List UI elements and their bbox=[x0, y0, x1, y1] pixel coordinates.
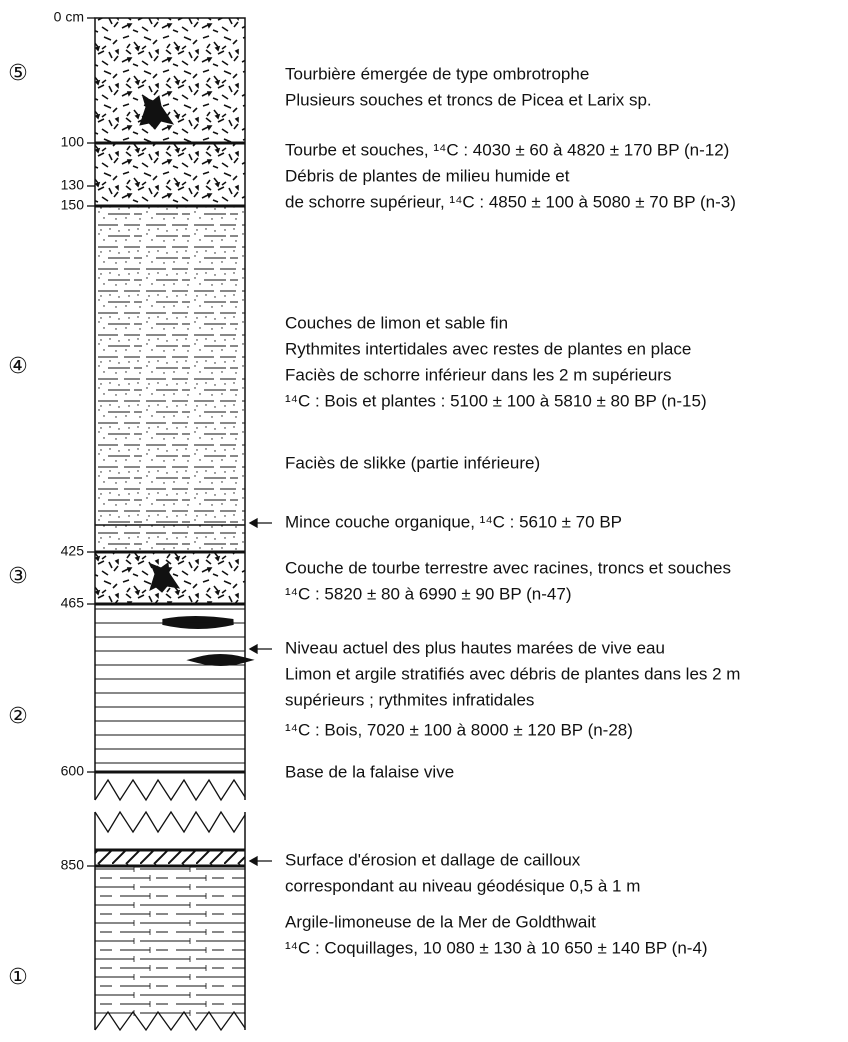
description-line: Tourbe et souches, ¹⁴C : 4030 ± 60 à 482… bbox=[285, 140, 729, 159]
depth-label: 150 bbox=[61, 197, 85, 213]
description-line: Rythmites intertidales avec restes de pl… bbox=[285, 339, 691, 358]
description-line: Mince couche organique, ¹⁴C : 5610 ± 70 … bbox=[285, 512, 622, 531]
description-line: correspondant au niveau géodésique 0,5 à… bbox=[285, 876, 640, 895]
depth-label: 850 bbox=[61, 857, 85, 873]
description-line: supérieurs ; rythmites infratidales bbox=[285, 690, 534, 709]
depth-label: 600 bbox=[61, 763, 85, 779]
description-line: Base de la falaise vive bbox=[285, 762, 454, 781]
column bbox=[95, 18, 245, 1030]
description-line: de schorre supérieur, ¹⁴C : 4850 ± 100 à… bbox=[285, 192, 736, 211]
unit-label: ③ bbox=[8, 564, 28, 589]
depth-label: 0 cm bbox=[54, 9, 84, 25]
description-line: Faciès de slikke (partie inférieure) bbox=[285, 453, 540, 472]
depth-label: 100 bbox=[61, 134, 85, 150]
unit-label: ④ bbox=[8, 354, 28, 379]
description-line: Argile-limoneuse de la Mer de Goldthwait bbox=[285, 912, 596, 931]
description-line: Tourbière émergée de type ombrotrophe bbox=[285, 64, 589, 83]
stratigraphic-column: 0 cm 100 130 150 425 465 600 850 ⑤ ④ ③ ② ① Tourbière … bbox=[0, 0, 848, 1042]
description-line: Faciès de schorre inférieur dans les 2 m… bbox=[285, 365, 671, 384]
description-line: Couche de tourbe terrestre avec racines,… bbox=[285, 558, 731, 577]
description-line: ¹⁴C : 5820 ± 80 à 6990 ± 90 BP (n-47) bbox=[285, 584, 572, 603]
unit-label: ② bbox=[8, 704, 28, 729]
description-line: Limon et argile stratifiés avec débris d… bbox=[285, 664, 740, 683]
description-line: Couches de limon et sable fin bbox=[285, 313, 508, 332]
description-line: Plusieurs souches et troncs de Picea et … bbox=[285, 90, 652, 109]
description-line: ¹⁴C : Bois et plantes : 5100 ± 100 à 581… bbox=[285, 391, 707, 410]
arrows bbox=[250, 519, 272, 865]
unit-label: ⑤ bbox=[8, 61, 28, 86]
depth-label: 130 bbox=[61, 177, 85, 193]
description-line: ¹⁴C : Coquillages, 10 080 ± 130 à 10 650… bbox=[285, 938, 708, 957]
depth-label: 425 bbox=[61, 543, 85, 559]
unit-label: ① bbox=[8, 965, 28, 990]
depth-label: 465 bbox=[61, 595, 85, 611]
description-line: ¹⁴C : Bois, 7020 ± 100 à 8000 ± 120 BP (… bbox=[285, 720, 633, 739]
description-line: Débris de plantes de milieu humide et bbox=[285, 166, 570, 185]
description-line: Niveau actuel des plus hautes marées de … bbox=[285, 638, 665, 657]
description-line: Surface d'érosion et dallage de cailloux bbox=[285, 850, 581, 869]
